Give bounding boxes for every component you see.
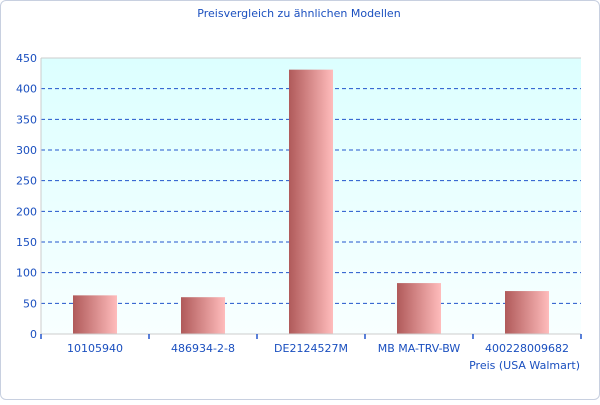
y-tick-label: 100	[16, 267, 37, 280]
bar	[289, 69, 333, 335]
x-tick-label: DE2124527M	[274, 342, 348, 355]
x-tick-label: 400228009682	[485, 342, 569, 355]
bar	[181, 297, 225, 334]
y-tick-label: 150	[16, 236, 37, 249]
y-tick-label: 350	[16, 113, 37, 126]
x-tick-label: 10105940	[67, 342, 123, 355]
bar	[505, 291, 549, 334]
y-tick-label: 250	[16, 175, 37, 188]
y-tick-label: 50	[23, 297, 37, 310]
x-tick-label: MB MA-TRV-BW	[378, 342, 461, 355]
y-tick-label: 400	[16, 83, 37, 96]
chart-title: Preisvergleich zu ähnlichen Modellen	[197, 7, 400, 20]
y-tick-label: 0	[30, 328, 37, 341]
y-tick-label: 450	[16, 52, 37, 65]
y-tick-label: 200	[16, 205, 37, 218]
x-tick-label: 486934-2-8	[171, 342, 235, 355]
bar	[73, 295, 117, 334]
x-axis-label: Preis (USA Walmart)	[469, 359, 580, 372]
bar	[397, 283, 441, 334]
y-tick-label: 300	[16, 144, 37, 157]
